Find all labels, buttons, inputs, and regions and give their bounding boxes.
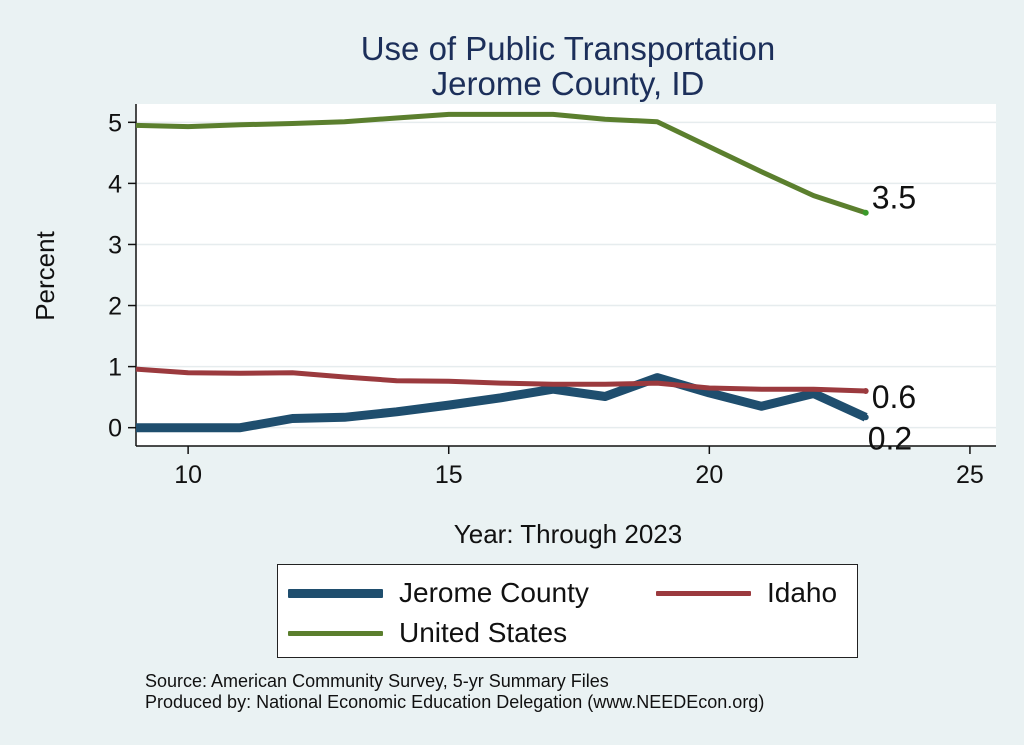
end-labels: 3.5 0.6 0.2: [862, 180, 916, 456]
x-axis-label: Year: Through 2023: [454, 519, 682, 549]
x-tick-label-10: 10: [174, 461, 202, 489]
end-marker-jerome-county: [862, 414, 869, 421]
end-label-united-states: 3.5: [872, 180, 916, 216]
chart-title: Use of Public Transportation: [361, 30, 776, 67]
x-tick-label-20: 20: [695, 461, 723, 489]
legend-swatch-jerome-county: [288, 588, 383, 598]
producer-note: Produced by: National Economic Education…: [145, 692, 765, 712]
legend-item-idaho: Idaho: [656, 577, 837, 609]
series-line-idaho: [135, 366, 866, 394]
chart-subtitle: Jerome County, ID: [432, 65, 705, 102]
x-tick-label-25: 25: [956, 461, 984, 489]
x-tick-label-15: 15: [435, 461, 463, 489]
y-tick-label-1: 1: [108, 354, 122, 382]
end-marker-idaho: [862, 388, 869, 395]
legend-item-jerome-county: Jerome County: [288, 577, 589, 609]
end-marker-united-states: [862, 209, 869, 216]
series-lines: [135, 111, 868, 433]
end-label-idaho: 0.6: [872, 379, 916, 415]
axes: 0 1 2 3 4 5 10 15 20 25: [108, 104, 996, 489]
legend-swatch-united-states: [288, 630, 383, 636]
legend-label-idaho: Idaho: [767, 577, 838, 608]
line-chart: Use of Public Transportation Jerome Coun…: [30, 30, 996, 549]
legend-item-united-states: United States: [288, 617, 567, 649]
end-label-jerome-county: 0.2: [868, 420, 912, 456]
legend-label-united-states: United States: [399, 617, 568, 648]
y-axis-label: Percent: [30, 230, 60, 320]
legend-swatch-idaho: [656, 590, 751, 596]
series-line-united-states: [135, 111, 867, 216]
y-tick-label-2: 2: [108, 293, 122, 321]
y-tick-label-0: 0: [108, 415, 122, 443]
legend-label-jerome-county: Jerome County: [399, 577, 589, 608]
y-tick-label-3: 3: [108, 231, 122, 259]
y-tick-label-4: 4: [108, 170, 122, 198]
series-line-jerome-county: [136, 373, 868, 433]
y-tick-label-5: 5: [108, 109, 122, 137]
gridlines: [136, 121, 996, 429]
source-note: Source: American Community Survey, 5-yr …: [145, 671, 609, 691]
legend: Jerome County Idaho United States: [277, 564, 858, 658]
